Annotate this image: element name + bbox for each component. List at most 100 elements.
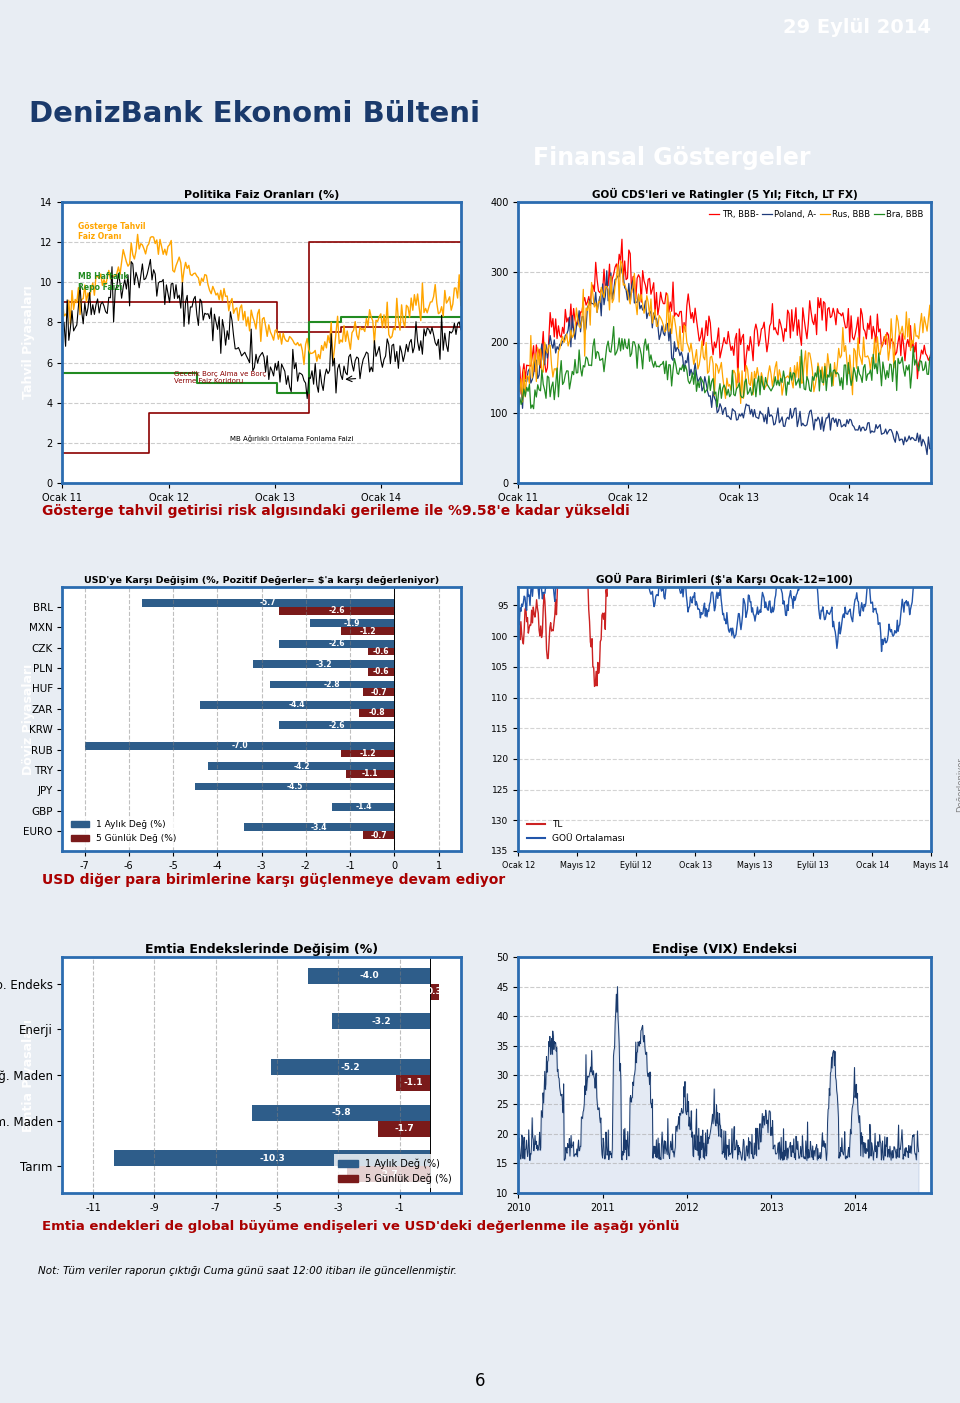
Bar	[142, 599, 395, 606]
GOÜ Ortalaması	[876, 643, 887, 659]
Text: MB Ağırlıklı Ortalama Fonlama Faizi: MB Ağırlıklı Ortalama Fonlama Faizi	[229, 435, 353, 442]
Bar	[342, 627, 395, 636]
Legend: 1 Aylık Değ (%), 5 Günlük Değ (%): 1 Aylık Değ (%), 5 Günlük Değ (%)	[334, 1155, 456, 1188]
Rus, BBB	[925, 347, 937, 363]
Text: -3.2: -3.2	[315, 659, 332, 669]
Bra, BBB	[925, 349, 937, 366]
Rus, BBB	[513, 370, 524, 387]
TR, BBB-	[616, 231, 628, 248]
Text: Emtia endekleri de global büyüme endişeleri ve USD'deki değerlenme ile aşağı yön: Emtia endekleri de global büyüme endişel…	[42, 1221, 680, 1233]
Bar	[279, 640, 395, 648]
Text: -4.2: -4.2	[293, 762, 310, 770]
Text: -2.7: -2.7	[379, 1170, 398, 1179]
Bar	[368, 668, 395, 676]
Bar	[430, 984, 440, 1000]
Bar	[396, 1075, 430, 1092]
Poland, A-	[758, 414, 770, 431]
Bar	[114, 1150, 430, 1166]
GOÜ Ortalaması	[917, 560, 928, 577]
GOÜ Ortalaması	[513, 616, 524, 633]
Text: -0.6: -0.6	[372, 647, 390, 657]
Text: -2.6: -2.6	[328, 606, 345, 615]
Text: -1.9: -1.9	[344, 619, 361, 627]
Text: -1.7: -1.7	[395, 1124, 414, 1134]
TR, BBB-	[516, 386, 527, 403]
Text: -1.1: -1.1	[403, 1079, 423, 1087]
Text: Değerleniyor: Değerleniyor	[956, 758, 960, 812]
Bar	[364, 689, 395, 696]
GOÜ Ortalaması	[737, 606, 749, 623]
Bar	[195, 783, 395, 790]
Poland, A-	[767, 408, 779, 425]
TL	[713, 505, 725, 522]
Text: Döviz Piyasaları: Döviz Piyasaları	[22, 664, 36, 774]
TL	[917, 505, 928, 522]
Text: DenizBank Ekonomi Bülteni: DenizBank Ekonomi Bülteni	[29, 100, 480, 128]
Text: MB Haftalık
Repo Faizi: MB Haftalık Repo Faizi	[79, 272, 129, 292]
TL	[925, 505, 937, 522]
Text: Emtia Piyasaları: Emtia Piyasaları	[22, 1019, 36, 1131]
Text: -2.8: -2.8	[324, 680, 341, 689]
Text: Not: Tüm veriler raporun çıktığı Cuma günü saat 12:00 itibarı ile güncellenmişti: Not: Tüm veriler raporun çıktığı Cuma gü…	[37, 1267, 457, 1277]
Line: GOÜ Ortalaması: GOÜ Ortalaması	[518, 568, 931, 651]
Poland, A-	[925, 441, 937, 457]
Bar	[279, 721, 395, 730]
GOÜ Ortalaması	[709, 599, 721, 616]
Text: -5.7: -5.7	[260, 599, 276, 607]
Poland, A-	[514, 377, 525, 394]
Text: -4.4: -4.4	[289, 700, 305, 710]
TR, BBB-	[890, 347, 901, 363]
Line: Bra, BBB: Bra, BBB	[518, 327, 931, 412]
Rus, BBB	[863, 351, 875, 368]
TL	[513, 616, 524, 633]
Bar	[307, 968, 430, 984]
Bar	[342, 749, 395, 758]
Text: -1.4: -1.4	[355, 803, 372, 811]
Bra, BBB	[608, 318, 619, 335]
GOÜ Ortalaması	[529, 560, 540, 577]
GOÜ Ortalaması	[852, 592, 863, 609]
Title: USD'ye Karşı Değişim (%, Pozitif Değerler= $'a karşı değerleniyor): USD'ye Karşı Değişim (%, Pozitif Değerle…	[84, 575, 440, 585]
Bra, BBB	[862, 366, 874, 383]
Bar	[200, 702, 395, 709]
Poland, A-	[922, 446, 933, 463]
Bar	[368, 648, 395, 655]
Text: 6: 6	[475, 1372, 485, 1389]
Text: -5.2: -5.2	[341, 1062, 360, 1072]
Text: -0.7: -0.7	[371, 831, 387, 839]
Text: -7.0: -7.0	[231, 741, 248, 751]
Text: -10.3: -10.3	[259, 1153, 285, 1163]
Bar	[208, 762, 395, 770]
Text: -0.7: -0.7	[371, 687, 387, 697]
TL	[760, 505, 772, 522]
Bra, BBB	[514, 389, 525, 405]
Bar	[271, 680, 395, 689]
TR, BBB-	[514, 359, 525, 376]
Text: -1.2: -1.2	[360, 627, 376, 636]
TR, BBB-	[761, 344, 773, 361]
Bra, BBB	[888, 356, 900, 373]
Bra, BBB	[513, 404, 524, 421]
Text: -5.8: -5.8	[331, 1108, 351, 1117]
Text: -1.2: -1.2	[360, 749, 376, 758]
Title: GOÜ CDS'leri ve Ratingler (5 Yıl; Fitch, LT FX): GOÜ CDS'leri ve Ratingler (5 Yıl; Fitch,…	[592, 188, 857, 199]
Text: 29 Eylül 2014: 29 Eylül 2014	[783, 18, 931, 36]
Bra, BBB	[759, 369, 771, 386]
GOÜ Ortalaması	[712, 591, 724, 607]
Bar	[332, 803, 395, 811]
Bar	[346, 770, 395, 777]
Rus, BBB	[759, 379, 771, 396]
Bar	[348, 1166, 430, 1183]
Text: -4.0: -4.0	[359, 971, 378, 981]
Text: -2.6: -2.6	[328, 640, 345, 648]
Rus, BBB	[761, 376, 773, 393]
Legend: TR, BBB-, Poland, A-, Rus, BBB, Bra, BBB: TR, BBB-, Poland, A-, Rus, BBB, Bra, BBB	[706, 206, 927, 222]
Text: Gösterge tahvil getirisi risk algısındaki gerileme ile %9.58'e kadar yükseldi: Gösterge tahvil getirisi risk algısındak…	[42, 505, 630, 519]
Title: Politika Faiz Oranları (%): Politika Faiz Oranları (%)	[184, 189, 339, 199]
GOÜ Ortalaması	[925, 560, 937, 577]
TR, BBB-	[768, 321, 780, 338]
Line: TL: TL	[518, 513, 931, 686]
Bar	[310, 619, 395, 627]
Line: Poland, A-: Poland, A-	[518, 265, 931, 455]
Rus, BBB	[514, 383, 525, 400]
